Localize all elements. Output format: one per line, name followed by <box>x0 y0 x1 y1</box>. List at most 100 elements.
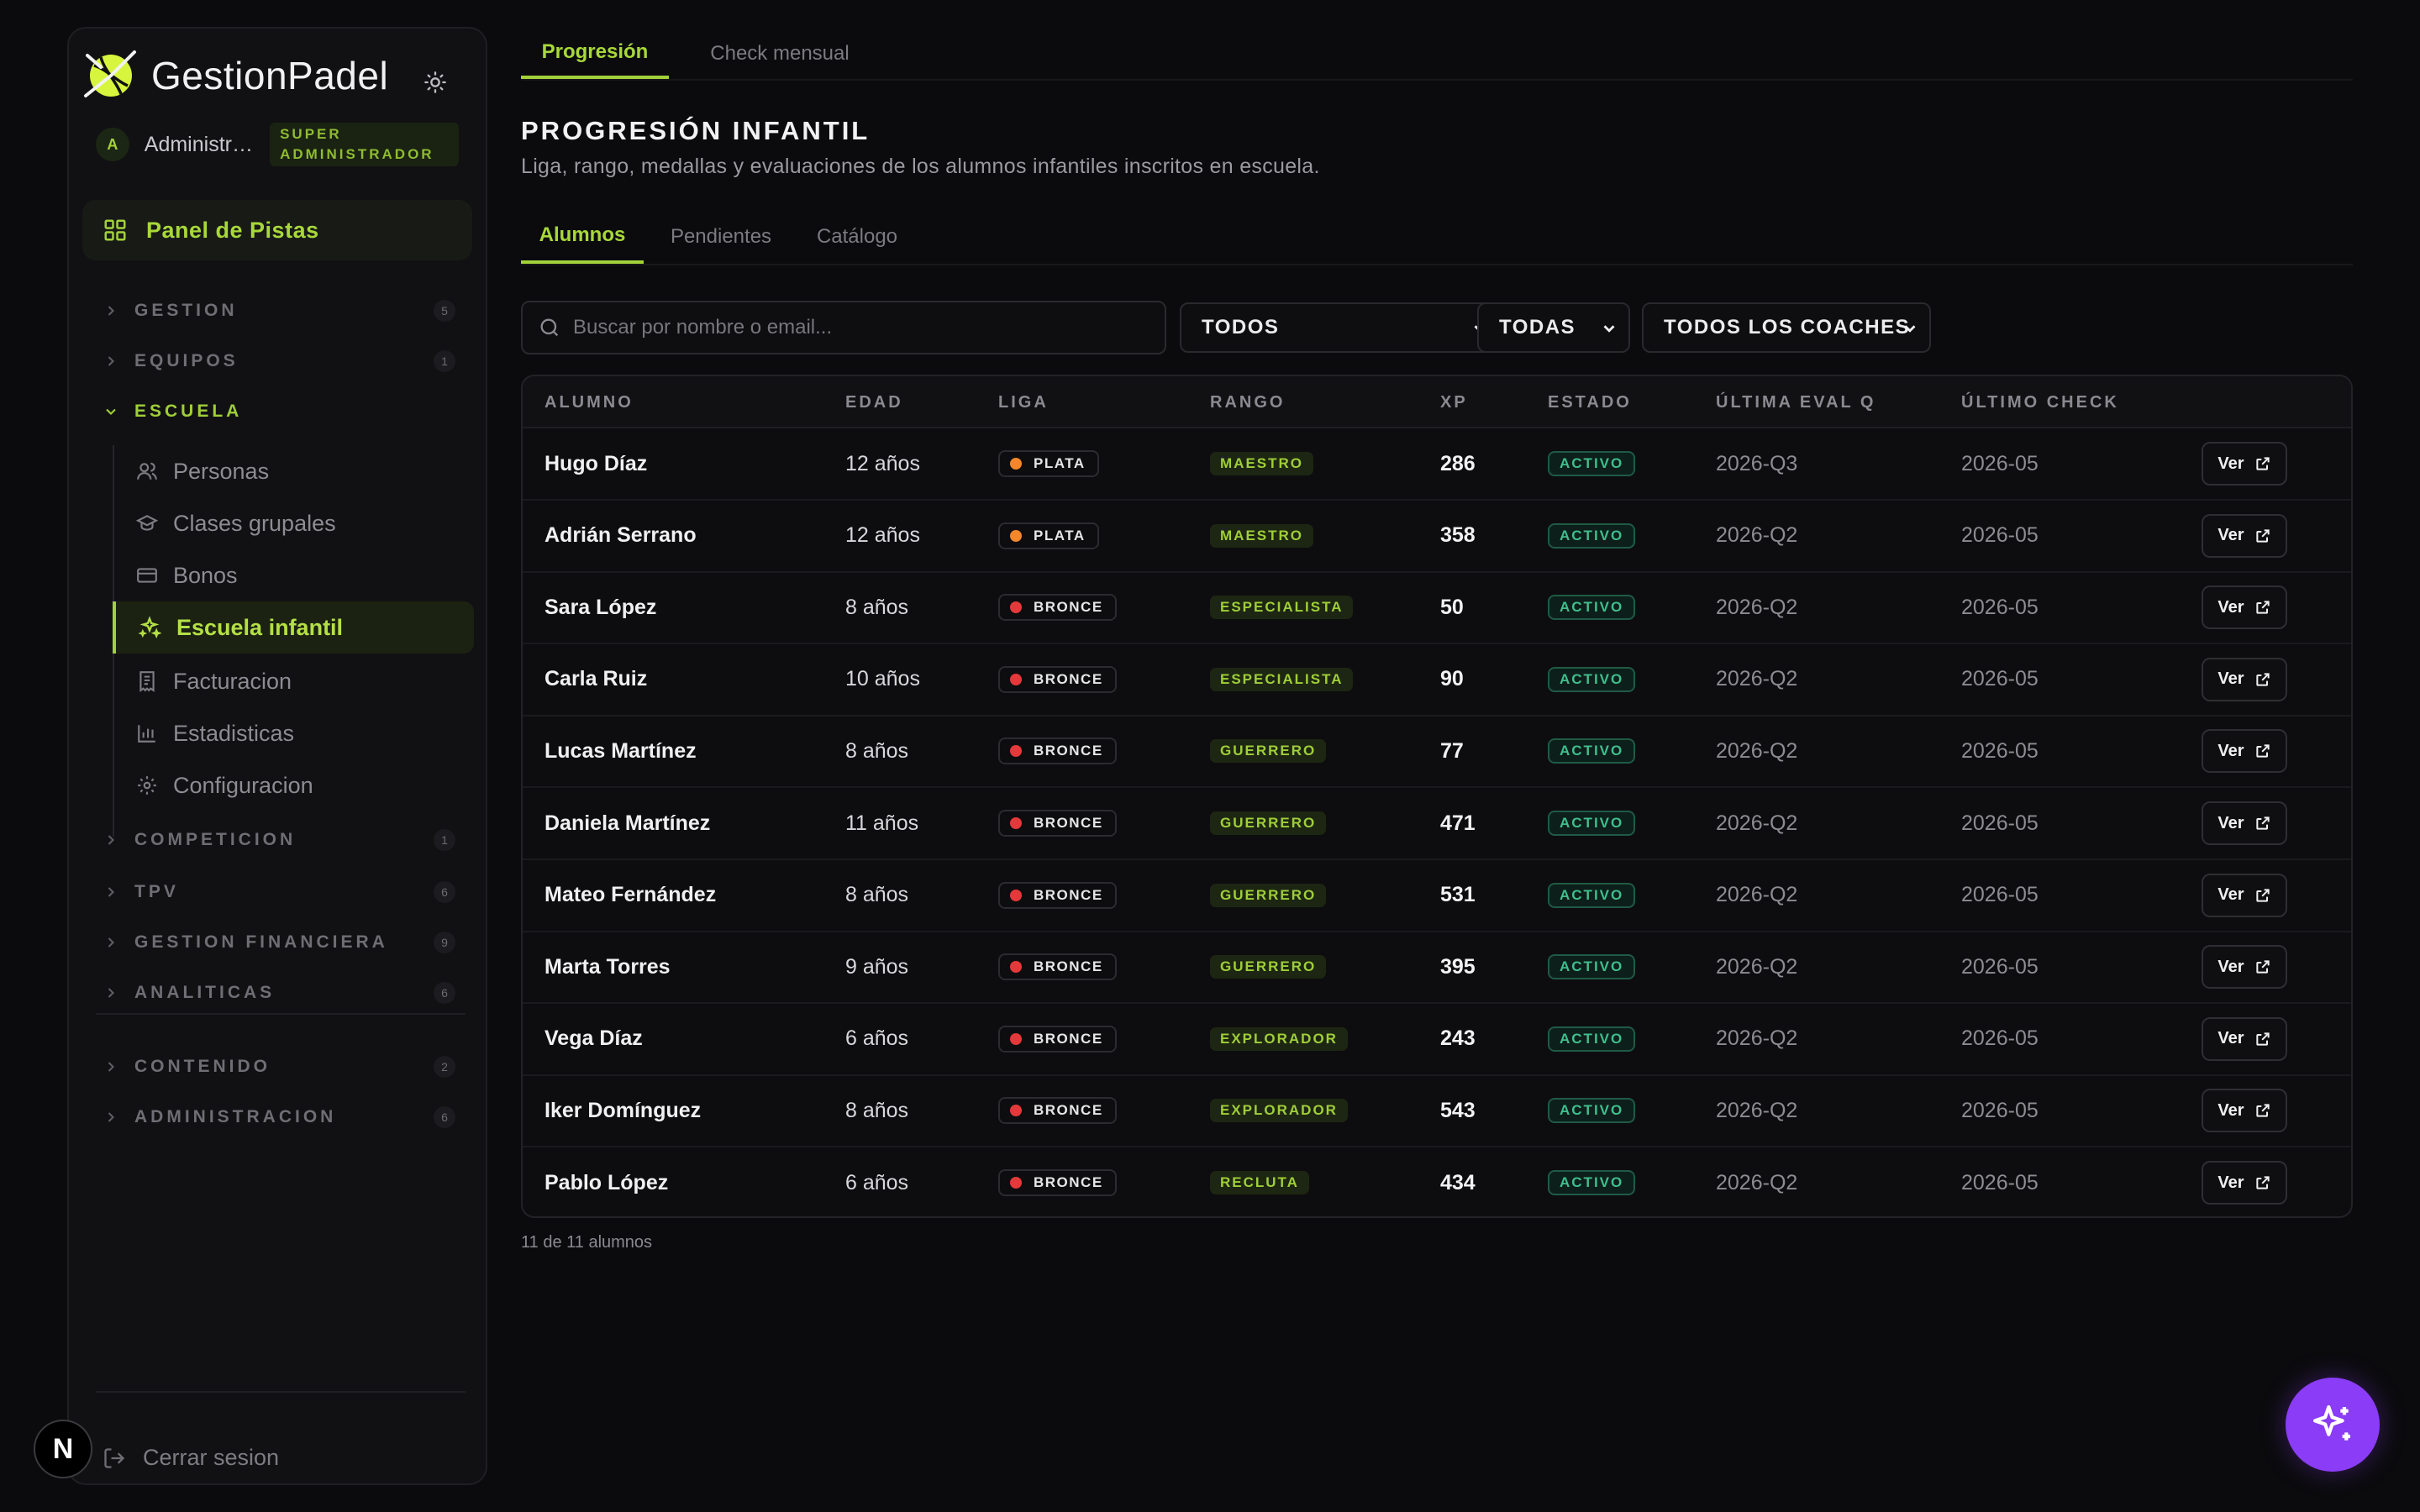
sidebar-group-contenido[interactable]: CONTENIDO 2 <box>103 1050 455 1084</box>
chevron-down-icon <box>106 408 116 415</box>
sidebar-group-competicion[interactable]: COMPETICION 1 <box>103 823 455 857</box>
league-dot-icon <box>1010 1177 1022 1189</box>
view-button[interactable]: Ver <box>2202 729 2287 774</box>
last-check: 2026-05 <box>1961 883 2039 907</box>
sidebar-item-bonos[interactable]: Bonos <box>114 549 476 601</box>
student-age: 8 años <box>845 595 909 619</box>
sidebar-divider <box>96 1391 466 1393</box>
chevron-right-icon <box>108 835 114 845</box>
sidebar-item-escuela-infantil[interactable]: Escuela infantil <box>113 601 474 654</box>
student-age: 12 años <box>845 451 920 475</box>
student-xp: 531 <box>1440 883 1476 907</box>
sun-icon <box>424 71 446 93</box>
column-header: RANGO <box>1210 393 1286 412</box>
league-badge: BRONCE <box>998 1097 1117 1125</box>
sidebar-group-escuela[interactable]: ESCUELA <box>103 395 455 428</box>
group-label: GESTION FINANCIERA <box>134 932 388 952</box>
column-header: XP <box>1440 393 1468 412</box>
tab-check-mensual[interactable]: Check mensual <box>710 42 850 65</box>
logout-label: Cerrar sesion <box>143 1445 280 1470</box>
filter-coach-select[interactable]: TODOS LOS COACHES <box>1642 302 1931 353</box>
sidebar: GestionPadel A Administrador SUPER ADMIN… <box>67 27 487 1485</box>
view-button[interactable]: Ver <box>2202 442 2287 486</box>
sidebar-group-tpv[interactable]: TPV 6 <box>103 875 455 909</box>
view-button-label: Ver <box>2217 669 2244 689</box>
league-badge: BRONCE <box>998 665 1117 693</box>
league-dot-icon <box>1010 458 1022 470</box>
nav-panel-de-pistas[interactable]: Panel de Pistas <box>82 200 472 260</box>
column-header: ESTADO <box>1548 393 1632 412</box>
view-button[interactable]: Ver <box>2202 1089 2287 1133</box>
student-name: Marta Torres <box>544 954 671 979</box>
column-header: LIGA <box>998 393 1049 412</box>
padel-logo-icon <box>84 50 136 97</box>
league-dot-icon <box>1010 529 1022 542</box>
tab-catalogo[interactable]: Catálogo <box>816 225 898 248</box>
league-cell: BRONCE <box>998 572 1117 643</box>
rank-cell: ESPECIALISTA <box>1210 644 1354 715</box>
rank-cell: MAESTRO <box>1210 428 1313 499</box>
group-label: ESCUELA <box>134 402 243 421</box>
dev-tools-button[interactable]: N <box>34 1420 92 1478</box>
sidebar-item-facturacion[interactable]: Facturacion <box>114 655 476 707</box>
student-age: 6 años <box>845 1170 909 1194</box>
sidebar-group-equipos[interactable]: EQUIPOS 1 <box>103 344 455 378</box>
group-count: 6 <box>434 982 455 1004</box>
league-label: PLATA <box>1034 455 1086 471</box>
credit-card-icon <box>137 568 157 583</box>
sidebar-item-estadisticas[interactable]: Estadisticas <box>114 707 476 759</box>
user-profile[interactable]: A Administrador SUPER ADMINISTRADOR <box>96 121 459 168</box>
table-row: Hugo Díaz 12 años PLATA MAESTRO 286 ACTIVO 202… <box>523 428 2351 501</box>
search-field[interactable] <box>521 301 1166 354</box>
state-cell: ACTIVO <box>1548 572 1636 643</box>
table-row: Marta Torres 9 años BRONCE GUERRERO 395 ACTIV… <box>523 932 2351 1005</box>
view-button[interactable]: Ver <box>2202 1161 2287 1205</box>
tab-progresion[interactable]: Progresión <box>521 29 669 79</box>
view-button[interactable]: Ver <box>2202 513 2287 558</box>
view-button[interactable]: Ver <box>2202 657 2287 701</box>
view-button[interactable]: Ver <box>2202 585 2287 630</box>
ai-assistant-button[interactable] <box>2286 1378 2380 1472</box>
filter-rank-select[interactable]: TODAS <box>1477 302 1630 353</box>
sidebar-item-clases-grupales[interactable]: Clases grupales <box>114 497 476 549</box>
last-check: 2026-05 <box>1961 954 2039 979</box>
logout-button[interactable]: Cerrar sesion <box>103 1445 279 1471</box>
rank-badge: GUERRERO <box>1210 811 1327 835</box>
status-badge: ACTIVO <box>1548 595 1636 621</box>
table-header: ALUMNO EDAD LIGA RANGO XP ESTADO ÚLTIMA … <box>523 376 2351 428</box>
view-button[interactable]: Ver <box>2202 801 2287 845</box>
student-age: 8 años <box>845 1098 909 1122</box>
brand[interactable]: GestionPadel <box>82 47 388 104</box>
external-link-icon <box>2255 1176 2270 1189</box>
league-label: BRONCE <box>1034 599 1103 616</box>
sidebar-group-gestion[interactable]: GESTION 5 <box>103 294 455 328</box>
view-button[interactable]: Ver <box>2202 873 2287 917</box>
sidebar-group-gestion-financiera[interactable]: GESTION FINANCIERA 9 <box>103 926 455 959</box>
tab-alumnos[interactable]: Alumnos <box>521 210 644 264</box>
table-row: Vega Díaz 6 años BRONCE EXPLORADOR 243 ACTIVO… <box>523 1004 2351 1076</box>
sidebar-group-administracion[interactable]: ADMINISTRACION 6 <box>103 1100 455 1134</box>
last-check: 2026-05 <box>1961 738 2039 763</box>
chevron-down-icon <box>1603 325 1615 333</box>
sidebar-item-configuracion[interactable]: Configuracion <box>114 759 476 811</box>
theme-toggle-button[interactable] <box>418 66 452 99</box>
chevron-right-icon <box>108 1112 114 1122</box>
column-header: ÚLTIMA EVAL Q <box>1716 393 1876 412</box>
state-cell: ACTIVO <box>1548 932 1636 1002</box>
app-name: GestionPadel <box>151 54 389 97</box>
filter-league-select[interactable]: TODOS <box>1180 302 1501 353</box>
league-dot-icon <box>1010 961 1022 974</box>
column-header: EDAD <box>845 393 903 412</box>
tab-pendientes[interactable]: Pendientes <box>670 225 772 248</box>
league-badge: PLATA <box>998 522 1099 549</box>
search-input[interactable] <box>573 316 1144 339</box>
page-subtitle: Liga, rango, medallas y evaluaciones de … <box>521 155 1320 178</box>
sidebar-item-personas[interactable]: Personas <box>114 445 476 497</box>
view-button[interactable]: Ver <box>2202 1016 2287 1061</box>
nav-main-label: Panel de Pistas <box>146 217 319 243</box>
sidebar-group-analiticas[interactable]: ANALITICAS 6 <box>103 976 455 1010</box>
league-dot-icon <box>1010 745 1022 758</box>
group-count: 1 <box>434 829 455 851</box>
league-badge: BRONCE <box>998 1169 1117 1196</box>
view-button[interactable]: Ver <box>2202 945 2287 990</box>
